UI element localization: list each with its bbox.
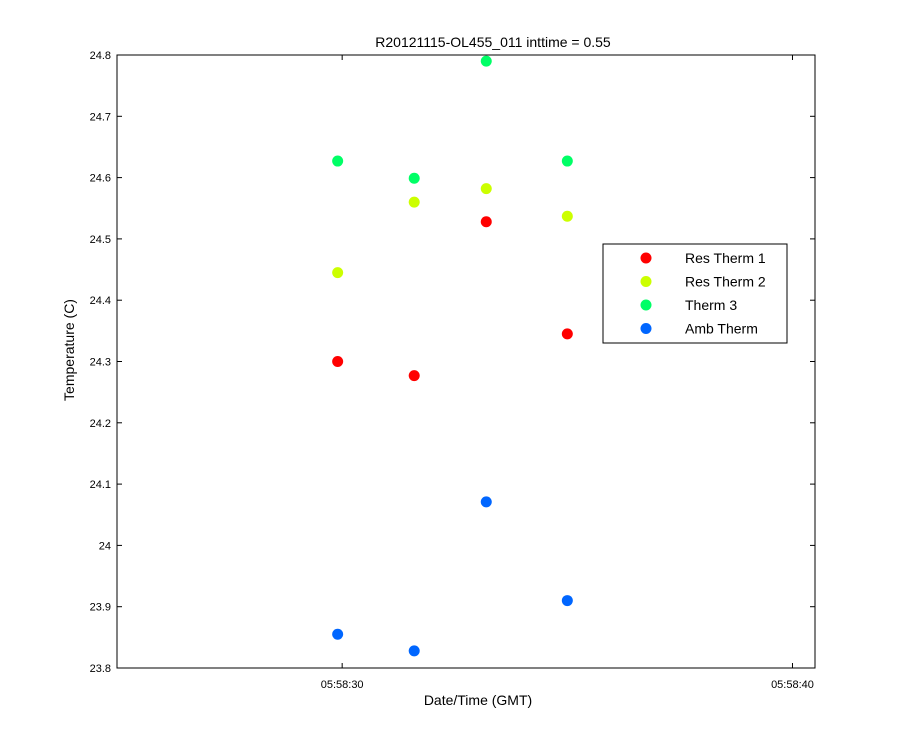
data-points [332,55,573,657]
legend-label: Res Therm 1 [685,250,766,266]
data-point-series-2 [480,183,492,195]
legend-marker [640,276,652,287]
y-tick-label: 24.5 [90,234,111,246]
y-tick-label: 24 [99,540,111,552]
y-tick-label: 23.9 [90,602,111,614]
y-tick-label: 24.2 [90,418,111,430]
x-tick-label: 05:58:40 [771,679,814,691]
x-axis-title: Date/Time (GMT) [424,692,532,708]
data-point-series-2 [561,210,573,222]
data-point-series-4 [408,645,420,657]
y-tick-label: 24.7 [90,111,111,123]
legend-marker [640,299,652,311]
y-tick-label: 24.3 [90,357,111,369]
data-point-series-1 [408,370,420,382]
legend-label: Therm 3 [685,297,737,313]
y-tick-label: 24.4 [90,295,111,307]
data-point-series-4 [480,496,492,508]
plot-area [116,54,816,669]
data-point-series-1 [561,328,573,340]
x-tick-label: 05:58:30 [321,679,364,691]
y-tick-label: 24.1 [90,479,111,491]
legend-box [602,243,788,344]
data-point-series-2 [332,267,344,279]
data-point-series-3 [408,172,420,184]
legend-marker [640,323,652,334]
legend-label: Res Therm 2 [685,274,766,290]
y-tick-label: 24.8 [90,50,111,62]
data-point-series-4 [332,628,344,640]
chart-title: R20121115-OL455_011 inttime = 0.55 [375,34,611,50]
data-point-series-1 [480,216,492,228]
x-axis: 05:58:30 05:58:40 [321,55,814,691]
data-point-series-3 [561,155,573,167]
data-point-series-2 [408,196,420,208]
data-point-series-3 [480,55,492,67]
y-tick-label: 24.6 [90,173,111,185]
legend: Res Therm 1 Res Therm 2 Therm 3 Amb Therm [602,243,788,344]
y-tick-label: 23.8 [90,663,111,675]
data-point-series-3 [332,155,344,167]
y-axis: 23.8 23.9 24 24.1 24.2 24.3 24.4 24.5 24.6 24.7 24… [90,50,815,675]
y-axis-title: Temperature (C) [61,299,77,401]
data-point-series-4 [561,595,573,607]
legend-marker [640,252,652,264]
legend-label: Amb Therm [685,321,758,337]
data-point-series-1 [332,356,344,367]
